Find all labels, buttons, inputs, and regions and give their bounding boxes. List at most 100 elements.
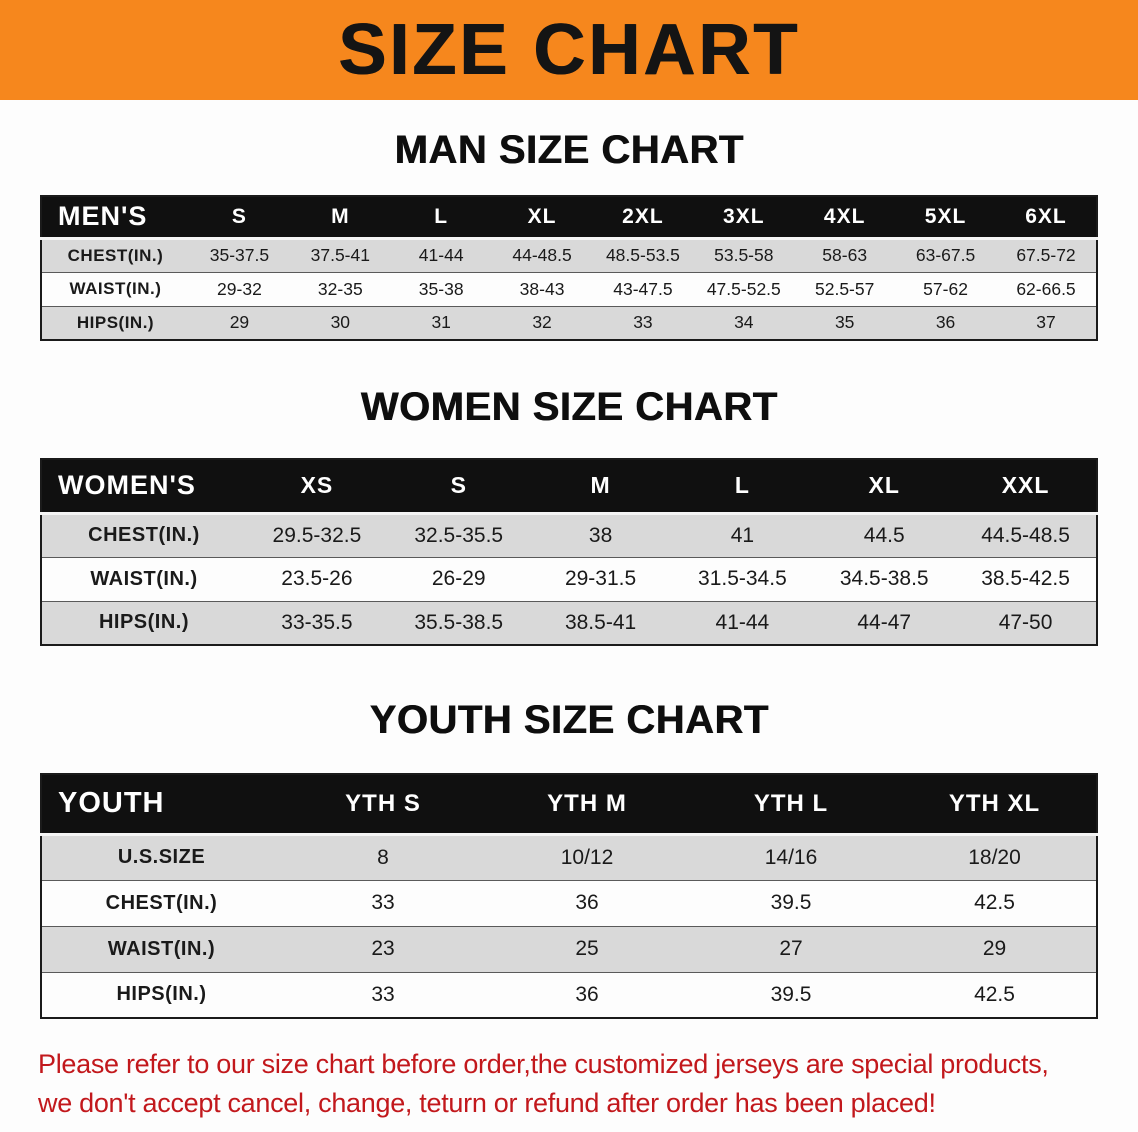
size-value-cell: 33 bbox=[281, 971, 485, 1019]
size-column-header: L bbox=[390, 195, 492, 240]
size-column-header: 6XL bbox=[996, 195, 1097, 240]
men-size-table: MEN'S S M L XL 2XL 3XL 4XL 5XL 6XL CHEST(IN.) 35-37… bbox=[40, 195, 1098, 341]
size-value-cell: 48.5-53.5 bbox=[592, 237, 694, 273]
size-value-cell: 29-32 bbox=[189, 271, 290, 307]
youth-size-section: YOUTH SIZE CHART YOUTH YTH S YTH M YTH L YTH… bbox=[0, 698, 1138, 1019]
row-label-cell: HIPS(IN.) bbox=[41, 305, 189, 341]
size-value-cell: 33 bbox=[592, 305, 694, 341]
table-row: WAIST(IN.) 23.5-26 26-29 29-31.5 31.5-34.5 34… bbox=[41, 556, 1097, 602]
size-value-cell: 33-35.5 bbox=[246, 600, 388, 646]
size-value-cell: 14/16 bbox=[689, 833, 893, 881]
size-column-header: 4XL bbox=[794, 195, 896, 240]
size-value-cell: 63-67.5 bbox=[895, 237, 996, 273]
size-value-cell: 39.5 bbox=[689, 971, 893, 1019]
size-value-cell: 47.5-52.5 bbox=[693, 271, 795, 307]
size-value-cell: 26-29 bbox=[387, 556, 530, 602]
size-value-cell: 35-37.5 bbox=[189, 237, 290, 273]
size-value-cell: 23 bbox=[281, 925, 485, 973]
table-row: HIPS(IN.) 33 36 39.5 42.5 bbox=[41, 971, 1097, 1019]
women-size-section: WOMEN SIZE CHART WOMEN'S XS S M L XL XXL CHEST(… bbox=[0, 385, 1138, 646]
size-value-cell: 44-47 bbox=[813, 600, 956, 646]
row-label-cell: WAIST(IN.) bbox=[41, 556, 246, 602]
size-value-cell: 44-48.5 bbox=[491, 237, 593, 273]
size-value-cell: 30 bbox=[289, 305, 391, 341]
size-value-cell: 35.5-38.5 bbox=[387, 600, 530, 646]
table-header-row: YOUTH YTH S YTH M YTH L YTH XL bbox=[41, 773, 1097, 836]
table-row: HIPS(IN.) 29 30 31 32 33 34 35 36 37 bbox=[41, 305, 1097, 341]
size-value-cell: 29 bbox=[189, 305, 290, 341]
size-value-cell: 32-35 bbox=[289, 271, 391, 307]
table-title-cell: YOUTH bbox=[41, 773, 281, 836]
size-value-cell: 32.5-35.5 bbox=[387, 512, 530, 558]
table-row: WAIST(IN.) 29-32 32-35 35-38 38-43 43-47.5 47.… bbox=[41, 271, 1097, 307]
men-size-section: MAN SIZE CHART MEN'S S M L XL 2XL 3XL 4XL 5XL 6XL… bbox=[0, 128, 1138, 341]
size-value-cell: 37.5-41 bbox=[289, 237, 391, 273]
size-value-cell: 36 bbox=[895, 305, 996, 341]
size-value-cell: 31 bbox=[390, 305, 492, 341]
table-row: WAIST(IN.) 23 25 27 29 bbox=[41, 925, 1097, 973]
notice-line-1: Please refer to our size chart before or… bbox=[38, 1049, 1049, 1079]
size-column-header: M bbox=[289, 195, 391, 240]
size-value-cell: 33 bbox=[281, 879, 485, 927]
row-label-cell: WAIST(IN.) bbox=[41, 925, 281, 973]
size-column-header: L bbox=[671, 458, 814, 515]
size-value-cell: 57-62 bbox=[895, 271, 996, 307]
size-column-header: XL bbox=[813, 458, 956, 515]
size-column-header: 5XL bbox=[895, 195, 996, 240]
size-value-cell: 36 bbox=[485, 971, 689, 1019]
size-column-header: S bbox=[387, 458, 530, 515]
notice-line-2: we don't accept cancel, change, teturn o… bbox=[38, 1088, 936, 1119]
page-title: SIZE CHART bbox=[338, 10, 800, 90]
size-value-cell: 8 bbox=[281, 833, 485, 881]
youth-size-table: YOUTH YTH S YTH M YTH L YTH XL U.S.SIZE 8 10/12… bbox=[40, 773, 1098, 1019]
size-value-cell: 44.5 bbox=[813, 512, 956, 558]
size-value-cell: 44.5-48.5 bbox=[955, 512, 1097, 558]
table-row: CHEST(IN.) 29.5-32.5 32.5-35.5 38 41 44.5 44.5… bbox=[41, 512, 1097, 558]
size-value-cell: 38 bbox=[529, 512, 672, 558]
size-value-cell: 62-66.5 bbox=[996, 271, 1097, 307]
women-size-table: WOMEN'S XS S M L XL XXL CHEST(IN.) 29.5-32.5 32.5… bbox=[40, 458, 1098, 646]
size-value-cell: 37 bbox=[996, 305, 1097, 341]
size-value-cell: 38-43 bbox=[491, 271, 593, 307]
row-label-cell: HIPS(IN.) bbox=[41, 600, 246, 646]
size-column-header: YTH M bbox=[485, 773, 689, 836]
size-column-header: M bbox=[529, 458, 672, 515]
size-value-cell: 29 bbox=[893, 925, 1097, 973]
size-value-cell: 35-38 bbox=[390, 271, 492, 307]
row-label-cell: WAIST(IN.) bbox=[41, 271, 189, 307]
size-value-cell: 39.5 bbox=[689, 879, 893, 927]
row-label-cell: CHEST(IN.) bbox=[41, 237, 189, 273]
size-value-cell: 34.5-38.5 bbox=[813, 556, 956, 602]
size-column-header: 3XL bbox=[693, 195, 795, 240]
size-value-cell: 41-44 bbox=[671, 600, 814, 646]
size-value-cell: 42.5 bbox=[893, 971, 1097, 1019]
size-value-cell: 29.5-32.5 bbox=[246, 512, 388, 558]
size-value-cell: 27 bbox=[689, 925, 893, 973]
size-value-cell: 25 bbox=[485, 925, 689, 973]
youth-section-title: YOUTH SIZE CHART bbox=[369, 698, 769, 742]
size-column-header: XXL bbox=[955, 458, 1097, 515]
table-title-cell: MEN'S bbox=[41, 195, 189, 240]
table-row: CHEST(IN.) 33 36 39.5 42.5 bbox=[41, 879, 1097, 927]
size-column-header: XL bbox=[491, 195, 593, 240]
size-value-cell: 10/12 bbox=[485, 833, 689, 881]
size-value-cell: 41 bbox=[671, 512, 814, 558]
size-value-cell: 47-50 bbox=[955, 600, 1097, 646]
table-title-cell: WOMEN'S bbox=[41, 458, 246, 515]
size-value-cell: 31.5-34.5 bbox=[671, 556, 814, 602]
size-value-cell: 42.5 bbox=[893, 879, 1097, 927]
size-column-header: YTH L bbox=[689, 773, 893, 836]
size-value-cell: 38.5-41 bbox=[529, 600, 672, 646]
size-column-header: YTH XL bbox=[893, 773, 1097, 836]
size-value-cell: 23.5-26 bbox=[246, 556, 388, 602]
row-label-cell: HIPS(IN.) bbox=[41, 971, 281, 1019]
size-column-header: 2XL bbox=[592, 195, 694, 240]
size-column-header: XS bbox=[246, 458, 388, 515]
women-section-title: WOMEN SIZE CHART bbox=[360, 385, 778, 429]
size-value-cell: 32 bbox=[491, 305, 593, 341]
row-label-cell: CHEST(IN.) bbox=[41, 879, 281, 927]
size-value-cell: 34 bbox=[693, 305, 795, 341]
size-column-header: YTH S bbox=[281, 773, 485, 836]
table-header-row: MEN'S S M L XL 2XL 3XL 4XL 5XL 6XL bbox=[41, 195, 1097, 240]
order-notice: Please refer to our size chart before or… bbox=[38, 1045, 1100, 1123]
